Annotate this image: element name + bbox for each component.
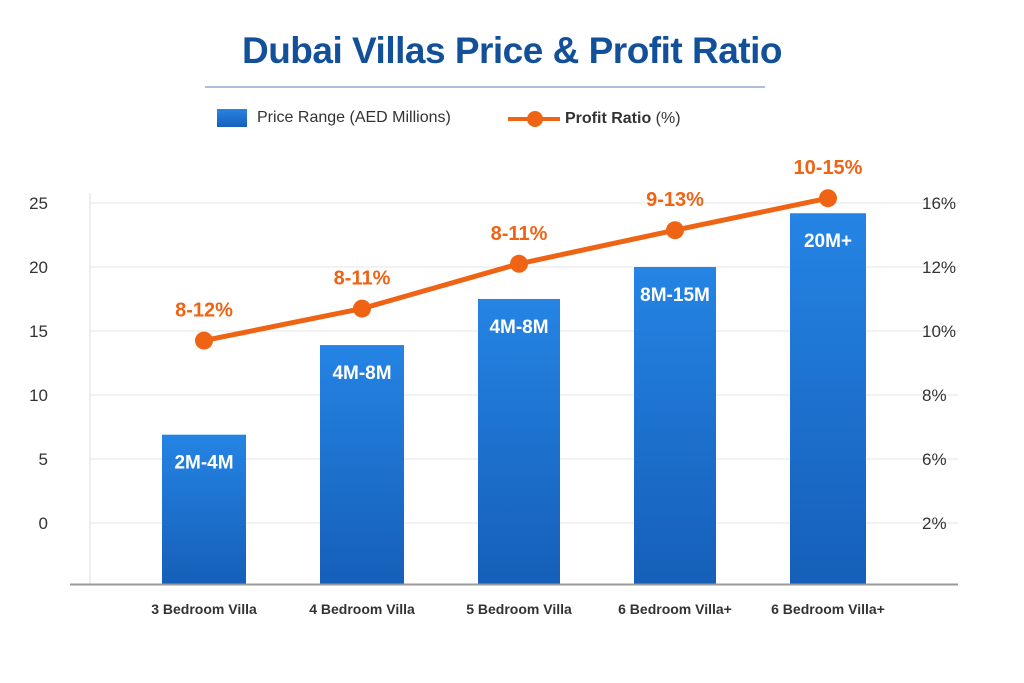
profit-point xyxy=(819,189,837,208)
x-category-label: 3 Bedroom Villa xyxy=(151,601,257,617)
legend-line-swatch xyxy=(508,111,560,127)
legend-item-price: Price Range (AED Millions) xyxy=(217,109,451,127)
right-tick-label: 2% xyxy=(922,514,947,533)
profit-point-label: 8-12% xyxy=(175,300,233,322)
legend-profit-label: Profit Ratio (%) xyxy=(565,110,681,128)
left-tick-label: 25 xyxy=(29,194,48,213)
title-divider xyxy=(205,86,765,88)
bar-value-label: 8M-15M xyxy=(640,285,710,306)
bar-value-label: 2M-4M xyxy=(174,453,233,474)
left-tick-label: 15 xyxy=(29,322,48,341)
x-category-label: 6 Bedroom Villa+ xyxy=(771,601,885,617)
profit-point xyxy=(510,254,528,273)
bar-value-label: 20M+ xyxy=(804,231,852,252)
legend-bar-swatch xyxy=(217,109,247,127)
right-tick-label: 10% xyxy=(922,322,956,341)
right-tick-label: 12% xyxy=(922,258,956,277)
bar xyxy=(320,345,404,585)
profit-point-label: 8-11% xyxy=(334,268,391,290)
profit-point xyxy=(353,299,371,318)
left-tick-label: 5 xyxy=(39,450,48,469)
bar-value-label: 4M-8M xyxy=(489,317,548,338)
profit-point-label: 9-13% xyxy=(646,189,704,211)
left-tick-label: 10 xyxy=(29,386,48,405)
bar xyxy=(478,299,560,585)
x-category-label: 4 Bedroom Villa xyxy=(309,601,415,617)
profit-point-label: 10-15% xyxy=(794,157,863,179)
right-tick-label: 8% xyxy=(922,386,947,405)
right-tick-label: 6% xyxy=(922,450,947,469)
bar-value-label: 4M-8M xyxy=(332,363,391,384)
bar xyxy=(790,213,866,585)
bar xyxy=(162,434,246,585)
profit-point xyxy=(195,331,213,350)
right-tick-label: 16% xyxy=(922,194,956,213)
profit-point-label: 8-11% xyxy=(491,223,548,245)
chart-title: Dubai Villas Price & Profit Ratio xyxy=(241,30,783,71)
legend-item-profit: Profit Ratio (%) xyxy=(508,109,681,129)
left-tick-label: 0 xyxy=(39,514,48,533)
profit-point xyxy=(666,221,684,240)
x-category-label: 6 Bedroom Villa+ xyxy=(618,601,732,617)
legend-profit-unit: (%) xyxy=(651,110,681,127)
x-category-label: 5 Bedroom Villa xyxy=(466,601,572,617)
legend-profit-bold: Profit Ratio xyxy=(565,110,652,127)
legend-price-label: Price Range (AED Millions) xyxy=(257,109,451,126)
left-tick-label: 20 xyxy=(29,258,48,277)
bar xyxy=(634,267,716,585)
